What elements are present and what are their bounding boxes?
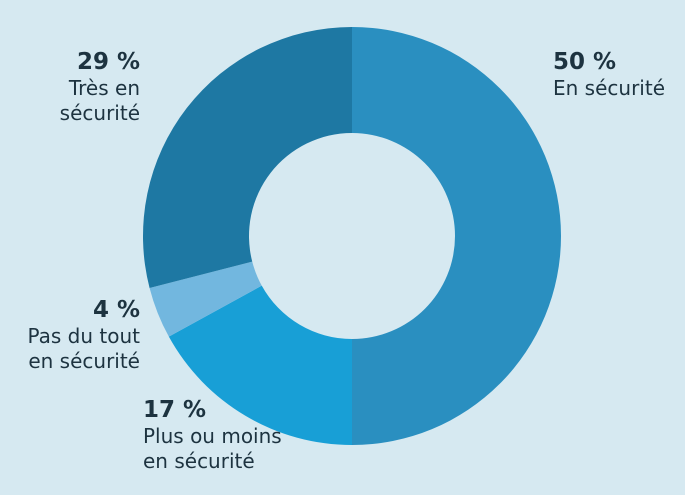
value-label: 17 % — [143, 397, 207, 423]
slice-label: 29 % Très en sécurité — [30, 48, 140, 126]
donut-slice — [352, 27, 561, 445]
value-label: 4 % — [92, 297, 140, 323]
donut-slice — [142, 27, 352, 288]
slice-label: 50 % En sécurité — [553, 48, 683, 101]
category-label: En sécurité — [553, 76, 665, 100]
category-label: Plus ou moins en sécurité — [143, 424, 282, 473]
slice-label: 4 % Pas du tout en sécurité — [0, 296, 140, 374]
value-label: 29 % — [76, 49, 140, 75]
value-label: 50 % — [553, 49, 617, 75]
donut-slice — [168, 285, 352, 445]
donut-slice — [149, 261, 262, 337]
slice-label: 17 % Plus ou moins en sécurité — [143, 396, 313, 474]
category-label: Pas du tout en sécurité — [27, 324, 140, 373]
category-label: Très en sécurité — [59, 76, 140, 125]
